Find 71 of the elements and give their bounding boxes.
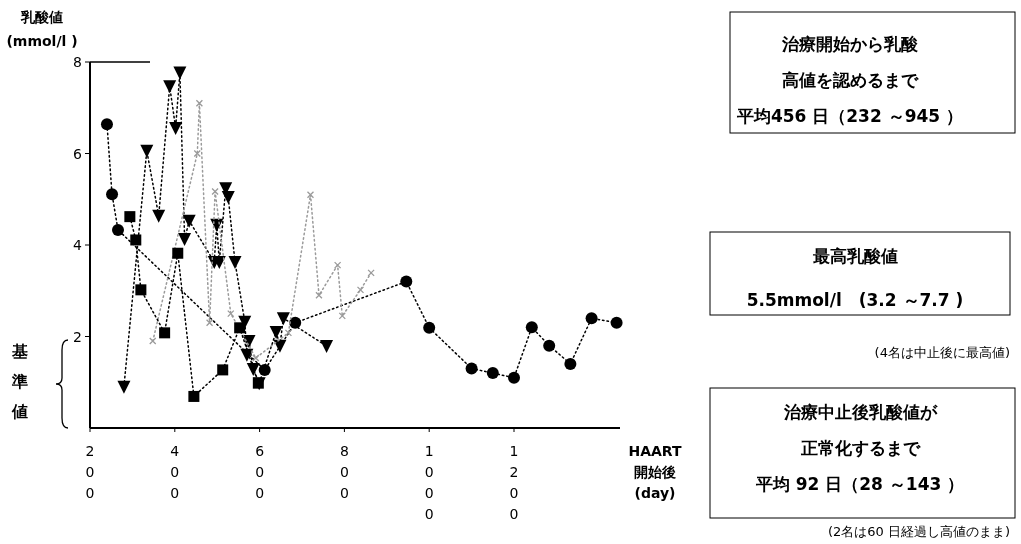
point xyxy=(486,367,499,380)
point xyxy=(508,371,520,384)
x-tick-label: 1 2 0 0 xyxy=(509,443,519,522)
point xyxy=(195,99,204,107)
point xyxy=(234,322,246,334)
text: 治療開始から乳酸 xyxy=(781,34,919,54)
text: 平均 92 日（28 ～143 ） xyxy=(754,474,965,494)
x-tick-label: 1 0 0 0 xyxy=(424,443,434,522)
text: 高値を認めるまで xyxy=(782,70,919,90)
point xyxy=(172,247,184,259)
x-tick-label: 2 0 0 xyxy=(85,443,95,501)
y-tick-label: 6 xyxy=(73,145,83,162)
point xyxy=(124,211,136,223)
point xyxy=(610,316,623,329)
point xyxy=(178,233,192,247)
point xyxy=(169,121,183,135)
point xyxy=(273,339,287,353)
point xyxy=(423,321,436,334)
point xyxy=(400,275,413,288)
point xyxy=(140,144,154,158)
point xyxy=(100,118,113,131)
x-tick-label: 4 0 0 xyxy=(170,443,180,501)
x-axis-title: HAART 開始後 (day) xyxy=(628,443,682,501)
point xyxy=(228,255,242,269)
point xyxy=(227,309,235,318)
point xyxy=(221,190,235,204)
point xyxy=(333,261,342,269)
point xyxy=(130,234,142,246)
point xyxy=(356,286,365,294)
point xyxy=(217,364,229,376)
x-tick-label: 6 0 0 xyxy=(255,443,265,501)
point xyxy=(152,209,166,223)
point xyxy=(338,312,346,320)
point xyxy=(205,319,214,327)
point xyxy=(188,390,200,402)
point xyxy=(106,188,119,201)
point xyxy=(173,66,187,80)
point xyxy=(149,337,157,345)
point xyxy=(182,214,196,228)
point xyxy=(269,325,283,339)
point xyxy=(211,187,219,196)
point xyxy=(117,380,131,394)
text: 5.5mmol/l (3.2 ～7.7 ) xyxy=(746,290,964,310)
text: 平均456 日（232 ～945 ） xyxy=(735,106,964,126)
point xyxy=(252,354,260,362)
point xyxy=(306,191,315,199)
text: 正常化するまで xyxy=(799,438,921,458)
point xyxy=(111,223,124,236)
point xyxy=(320,340,334,354)
point xyxy=(193,149,201,158)
y-tick-label: 8 xyxy=(73,54,82,70)
text: 基準値 xyxy=(11,342,28,421)
text: 治療中止後乳酸値が xyxy=(782,402,938,422)
point xyxy=(315,291,323,299)
point xyxy=(163,80,177,94)
point xyxy=(276,312,290,326)
text: (2名は60 日経過し高値のまま) xyxy=(827,524,1010,539)
point xyxy=(159,327,171,339)
text: 最高乳酸値 xyxy=(811,246,898,266)
point xyxy=(564,357,577,370)
y-tick-label: 4 xyxy=(73,237,83,253)
x-tick-label: 8 0 0 xyxy=(339,443,349,501)
point xyxy=(284,329,293,337)
point xyxy=(465,362,478,375)
point xyxy=(543,339,556,352)
point xyxy=(525,321,538,334)
y-tick-label: 2 xyxy=(73,328,82,345)
y-axis-title: 乳酸値 (mmol/l ) xyxy=(6,9,78,49)
point xyxy=(585,312,598,325)
text: (4名は中止後に最高値) xyxy=(874,345,1010,360)
point xyxy=(135,284,147,296)
